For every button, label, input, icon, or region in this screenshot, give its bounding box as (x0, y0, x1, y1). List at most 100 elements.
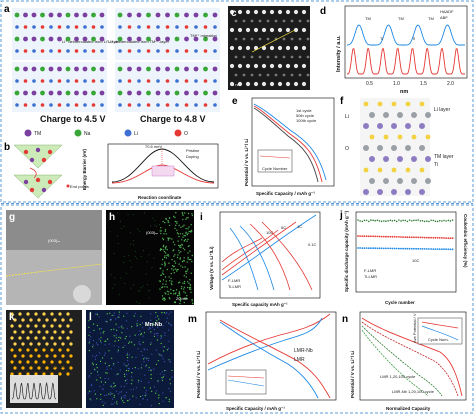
j-ce-point (420, 220, 422, 222)
j-f-lmr-point (409, 236, 411, 238)
l-element-dot (135, 357, 136, 358)
l-element-dot (111, 329, 112, 330)
h-scale: 20 nm (176, 296, 188, 301)
h-signal-dot (171, 268, 172, 269)
j-ce-point (437, 221, 439, 223)
l-element-dot (92, 355, 93, 356)
j-xlabel: Cycle number (385, 300, 415, 305)
h-signal-dot (182, 215, 183, 216)
h-signal-dot (165, 229, 166, 230)
l-element-dot (142, 355, 143, 356)
h-signal-dot (163, 274, 164, 275)
l-element-dot (151, 374, 152, 375)
h-signal-dot (164, 257, 165, 258)
k-atom-column (45, 366, 48, 369)
c-atom-column (291, 74, 294, 77)
eels-image-h (106, 210, 194, 305)
a-atom (57, 91, 62, 96)
c-atom-column (238, 64, 242, 68)
c-atom-column (270, 46, 274, 50)
l-element-dot (116, 335, 117, 336)
b-atom (42, 158, 46, 162)
l-element-dot (122, 327, 123, 328)
legend-na-icon (75, 130, 82, 137)
j-f-lmr-point (402, 236, 404, 238)
h-signal-dot (185, 292, 186, 293)
panel-g: g (003)ₘ (6, 210, 102, 305)
k-atom-column (29, 342, 32, 345)
l-element-dot (123, 402, 124, 403)
a-atom (23, 67, 28, 72)
i-ylabel: Voltage (V vs. Li⁺/Li) (209, 246, 214, 290)
c-atom-column (246, 28, 250, 32)
k-line-scan: line scan (50, 364, 66, 369)
l-element-dot (99, 316, 100, 317)
l-element-dot (96, 379, 97, 380)
a-atom (32, 37, 37, 42)
h-signal-dot (181, 286, 182, 287)
c-atom-column (286, 64, 290, 68)
l-element-dot (94, 390, 95, 391)
l-element-dot (133, 389, 134, 390)
j-ti-lmr-point (443, 248, 445, 250)
h-signal-dot (140, 287, 141, 288)
a-atom (165, 67, 170, 72)
l-element-dot (131, 376, 132, 377)
a-atom (146, 91, 151, 96)
a-atom (194, 13, 199, 18)
l-element-dot (107, 339, 108, 340)
j-f-lmr-point (413, 236, 415, 238)
l-element-dot (96, 398, 97, 399)
h-signal-dot (186, 276, 187, 277)
h-signal-dot (149, 297, 150, 298)
b-legend-doping: Doping (186, 154, 199, 159)
l-element-dot (129, 341, 130, 342)
l-element-dot (140, 396, 141, 397)
l-element-dot (126, 379, 127, 380)
j-ti-lmr-point (364, 247, 366, 249)
h-signal-dot (180, 251, 181, 252)
l-element-dot (156, 364, 157, 365)
l-element-dot (128, 368, 129, 369)
l-element-dot (163, 325, 164, 326)
c-atom-column (259, 20, 262, 23)
j-f-lmr-point (364, 235, 366, 237)
f-atom (363, 189, 369, 195)
l-element-dot (164, 361, 165, 362)
l-element-dot (159, 354, 160, 355)
k-atom-column (42, 348, 45, 351)
h-signal-dot (186, 241, 187, 242)
j-ce-point (368, 221, 370, 223)
l-element-dot (91, 384, 92, 385)
a-atom (118, 13, 123, 18)
k-atom-column (29, 354, 32, 357)
l-element-dot (99, 339, 100, 340)
h-signal-dot (162, 270, 163, 271)
l-element-dot (150, 320, 151, 321)
j-f-lmr-point (392, 236, 394, 238)
panel-letter-l: l (89, 312, 92, 323)
h-signal-dot (176, 223, 177, 224)
panel-letter-d: d (320, 6, 326, 17)
a-atom (58, 79, 62, 83)
a-atom (184, 13, 189, 18)
h-signal-dot (112, 288, 113, 289)
l-element-dot (118, 317, 119, 318)
c-atom-column (262, 10, 266, 14)
k-atom-column (21, 330, 24, 333)
l-element-dot (119, 314, 120, 315)
c-atom-column (286, 10, 290, 14)
h-signal-dot (160, 230, 161, 231)
d-tick-1: 1.0 (393, 81, 400, 87)
j-ce-point (370, 219, 372, 221)
l-element-dot (154, 329, 155, 330)
j-f-lmr-point (381, 236, 383, 238)
l-element-dot (113, 329, 114, 330)
a-atom (118, 103, 122, 107)
a-atom (194, 67, 199, 72)
l-element-dot (91, 399, 92, 400)
c-atom-column (294, 64, 298, 68)
panel-j: j 10C F-LMR Ti-LMR Cycle number Specific… (339, 210, 468, 305)
l-element-dot (89, 332, 90, 333)
panel-letter-i: i (200, 212, 203, 223)
